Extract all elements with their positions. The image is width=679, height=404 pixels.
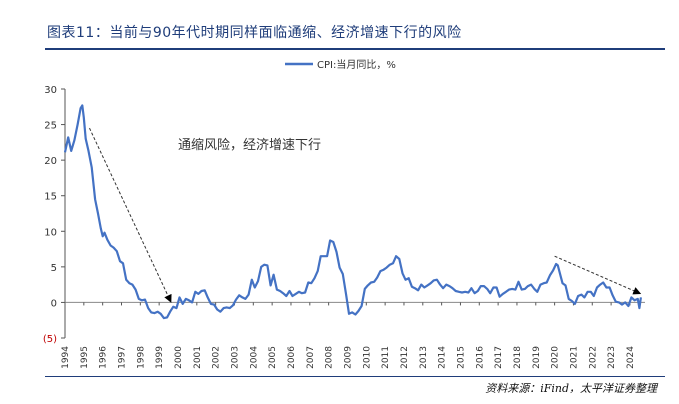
x-tick-label: 2008 (325, 346, 335, 369)
x-tick-label: 1995 (80, 346, 90, 369)
x-tick-label: 2013 (419, 346, 429, 369)
chart-title: 图表11：当前与90年代时期同样面临通缩、经济增速下行的风险 (47, 25, 462, 41)
x-tick-label: 2006 (287, 346, 297, 369)
series-line-cpi (63, 104, 642, 320)
x-tick-label: 2001 (193, 346, 203, 369)
x-tick-label: 2002 (212, 346, 222, 369)
y-tick-label: 5 (51, 263, 57, 274)
x-tick-label: 2010 (362, 346, 372, 369)
y-tick-label: 30 (44, 85, 57, 96)
x-tick-label: 2007 (306, 346, 316, 369)
x-tick-label: 2024 (626, 346, 636, 369)
x-tick-label: 2016 (475, 346, 485, 369)
x-tick-label: 1997 (117, 346, 127, 369)
y-tick-label: 15 (44, 192, 57, 203)
x-tick-label: 2004 (249, 346, 259, 369)
x-tick-label: 2020 (551, 346, 561, 369)
x-tick-label: 1994 (61, 346, 71, 369)
source-note: 资料来源：iFind，太平洋证券整理 (485, 382, 657, 395)
x-tick-label: 2000 (174, 346, 184, 369)
x-tick-label: 1998 (136, 346, 146, 369)
y-tick-label: 10 (44, 227, 57, 238)
x-tick-label: 2003 (230, 346, 240, 369)
footer-divider (45, 376, 665, 377)
x-tick-label: 2012 (400, 346, 410, 369)
x-tick-label: 2021 (569, 346, 579, 369)
annotation-label: 通缩风险，经济增速下行 (178, 137, 321, 153)
x-tick-label: 2014 (438, 346, 448, 369)
x-tick-label: 2023 (607, 346, 617, 369)
title-divider (45, 48, 665, 50)
legend-label: CPI:当月同比，% (317, 58, 396, 71)
x-tick-label: 2017 (494, 346, 504, 369)
x-tick-label: 2018 (513, 346, 523, 369)
x-tick-label: 1996 (99, 346, 109, 369)
trend-arrow (554, 255, 642, 295)
x-tick-label: 2005 (268, 346, 278, 369)
y-tick-label: (5) (43, 334, 57, 345)
x-tick-label: 2022 (588, 346, 598, 369)
trend-arrow (89, 127, 172, 303)
x-tick-label: 1999 (155, 346, 165, 369)
x-tick-label: 2009 (343, 346, 353, 369)
y-tick-label: 0 (51, 298, 57, 309)
x-tick-label: 2019 (532, 346, 542, 369)
x-tick-label: 2015 (456, 346, 466, 369)
x-tick-label: 2011 (381, 346, 391, 369)
y-tick-label: 25 (44, 121, 57, 132)
y-tick-label: 20 (44, 156, 57, 167)
